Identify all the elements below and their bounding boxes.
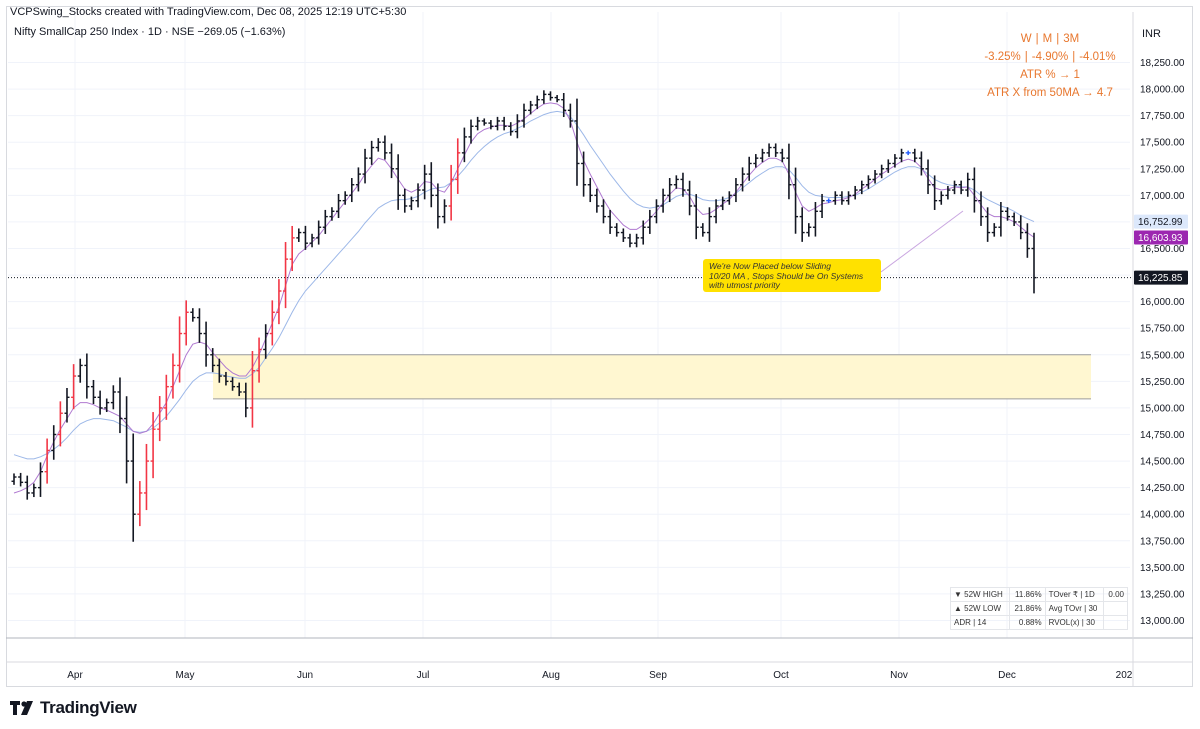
atr-text: ATR % → 1 — [1020, 69, 1080, 81]
stats-cell: RVOL(x) | 30 — [1044, 615, 1105, 630]
stats-cell: 0.88% — [1008, 615, 1046, 630]
annotation-line-1: We're Now Placed below Sliding — [709, 262, 831, 271]
chart-grid — [6, 12, 1193, 687]
stats-cell — [1103, 615, 1128, 630]
price-tick-label: 16,500.00 — [1140, 244, 1185, 255]
price-tick-label: 13,000.00 — [1140, 616, 1185, 627]
perf-value-m: -4.90% — [1031, 51, 1069, 63]
perf-label-3m: 3M — [1063, 33, 1080, 45]
performance-box: W | M | 3M -3.25% | -4.90% | -4.01% ATR % → 1 AT… — [980, 30, 1120, 102]
month-tick-label: May — [176, 670, 195, 681]
price-axis: 13,000.00 13,250.00 13,500.00 13,750.00 14,0… — [1140, 58, 1185, 627]
price-tick-label: 13,250.00 — [1140, 589, 1185, 600]
price-labels: 16,752.99 16,603.93 16,225.85 — [8, 214, 1188, 285]
last-price-label-bg — [1134, 270, 1188, 285]
month-tick-label: Jul — [417, 670, 430, 681]
currency-label[interactable]: INR — [1142, 28, 1161, 40]
price-tick-label: 17,250.00 — [1140, 164, 1185, 175]
price-tick-label: 14,750.00 — [1140, 430, 1185, 441]
performance-labels: W | M | 3M — [1020, 33, 1080, 45]
stats-cell — [1103, 601, 1128, 616]
chart-frame — [6, 6, 1193, 687]
ma20-price-label-bg — [1134, 214, 1188, 229]
price-tick-label: 14,000.00 — [1140, 510, 1185, 521]
symbol-title[interactable]: Nifty SmallCap 250 Index · 1D · NSE −269… — [14, 26, 286, 38]
performance-values: -3.25% | -4.90% | -4.01% — [984, 51, 1116, 63]
price-tick-label: 14,250.00 — [1140, 483, 1185, 494]
atr-x-text: ATR X from 50MA → 4.7 — [987, 87, 1113, 99]
chart-credit: VCPSwing_Stocks created with TradingView… — [10, 6, 407, 18]
price-tick-label: 17,500.00 — [1140, 138, 1185, 149]
stats-cell: 11.86% — [1008, 587, 1046, 602]
ma20-price-label: 16,752.99 — [1138, 217, 1183, 228]
support-zone-fill — [213, 354, 1091, 399]
support-zone — [213, 354, 1091, 400]
month-tick-label: Oct — [773, 670, 789, 681]
annotation-line-2: 10/20 MA , Stops Should be On Systems — [709, 271, 864, 281]
stats-cell: TOver ₹ | 1D — [1044, 587, 1105, 602]
last-price-label: 16,225.85 — [1138, 273, 1183, 284]
stats-row: ▲ 52W LOW 21.86% Avg TOvr | 30 — [950, 601, 1128, 616]
price-tick-label: 17,000.00 — [1140, 191, 1185, 202]
price-tick-label: 14,500.00 — [1140, 457, 1185, 468]
month-tick-label: Sep — [649, 670, 667, 681]
stats-cell: Avg TOvr | 30 — [1044, 601, 1105, 616]
stats-cell: ▲ 52W LOW — [950, 601, 1010, 616]
tradingview-logo[interactable]: TradingView — [10, 697, 137, 719]
perf-value-3m: -4.01% — [1079, 51, 1116, 63]
price-tick-label: 15,000.00 — [1140, 403, 1185, 414]
price-bars — [11, 90, 1037, 542]
stats-cell: ▼ 52W HIGH — [950, 587, 1010, 602]
stats-cell: 21.86% — [1008, 601, 1046, 616]
price-tick-label: 15,500.00 — [1140, 350, 1185, 361]
tradingview-logo-text: TradingView — [40, 698, 137, 717]
month-tick-label: Dec — [998, 670, 1016, 681]
price-tick-label: 15,750.00 — [1140, 324, 1185, 335]
price-tick-label: 16,000.00 — [1140, 297, 1185, 308]
stats-row: ▼ 52W HIGH 11.86% TOver ₹ | 1D 0.00 — [950, 587, 1128, 602]
month-tick-label: Nov — [890, 670, 908, 681]
price-tick-label: 17,750.00 — [1140, 111, 1185, 122]
month-tick-label: Apr — [67, 670, 83, 681]
price-tick-label: 13,500.00 — [1140, 563, 1185, 574]
month-tick-label: Jun — [297, 670, 313, 681]
price-tick-label: 18,000.00 — [1140, 85, 1185, 96]
ma10-price-label: 16,603.93 — [1138, 233, 1183, 244]
annotation-pointer — [880, 210, 964, 273]
stats-cell: 0.00 — [1103, 587, 1128, 602]
price-tick-label: 15,250.00 — [1140, 377, 1185, 388]
annotation-line-3: with utmost priority — [709, 281, 780, 290]
stats-table: ▼ 52W HIGH 11.86% TOver ₹ | 1D 0.00 ▲ 52… — [950, 587, 1128, 630]
time-axis: Apr May Jun Jul Aug Sep Oct Nov Dec 202 — [67, 670, 1133, 681]
tradingview-logo-icon — [10, 701, 33, 715]
price-tick-label: 18,250.00 — [1140, 58, 1185, 69]
stats-row: ADR | 14 0.88% RVOL(x) | 30 — [950, 615, 1128, 630]
month-tick-label: 202 — [1116, 670, 1133, 681]
perf-label-m: M — [1042, 33, 1053, 45]
month-tick-label: Aug — [542, 670, 560, 681]
stats-cell: ADR | 14 — [950, 615, 1010, 630]
annotation-callout[interactable]: We're Now Placed below Sliding 10/20 MA … — [703, 259, 881, 292]
price-tick-label: 13,750.00 — [1140, 536, 1185, 547]
perf-value-w: -3.25% — [984, 51, 1021, 63]
ma10-price-label-bg — [1134, 230, 1188, 245]
perf-label-w: W — [1020, 33, 1032, 45]
